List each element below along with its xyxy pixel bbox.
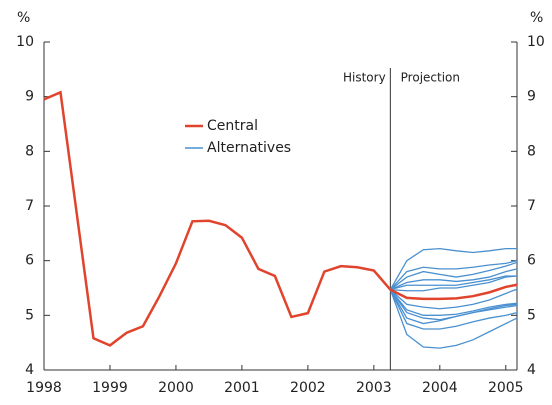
- series-line: [390, 268, 518, 291]
- y2-tick-label: 6: [527, 253, 536, 269]
- y-tick-label: 8: [25, 143, 34, 159]
- y-tick-label: 6: [25, 253, 34, 269]
- legend-label: Central: [207, 118, 258, 134]
- y-tick-label: 5: [25, 307, 34, 323]
- projection-label: Projection: [401, 71, 460, 85]
- x-tick-label: 2000: [158, 380, 194, 396]
- y2-tick-label: 7: [527, 198, 536, 214]
- x-tick-label: 1999: [92, 380, 128, 396]
- y2-tick-label: 10: [527, 34, 545, 50]
- x-tick-label: 2001: [224, 380, 260, 396]
- y-unit-right: %: [530, 10, 543, 26]
- series-line: [389, 289, 518, 330]
- series-line: [390, 275, 517, 291]
- series-line: [389, 288, 518, 310]
- history-label: History: [343, 71, 386, 85]
- series-line: [43, 90, 518, 347]
- series-line: [389, 247, 517, 290]
- x-tick-label: 2004: [422, 380, 458, 396]
- x-tick-label: 2002: [290, 380, 326, 396]
- series-line: [389, 289, 518, 349]
- y-tick-label: 4: [25, 362, 34, 378]
- y2-tick-label: 8: [527, 143, 536, 159]
- series-line: [389, 260, 518, 291]
- series-line: [389, 289, 518, 325]
- y2-tick-label: 9: [527, 89, 536, 105]
- x-tick-label: 2003: [356, 380, 392, 396]
- legend-label: Alternatives: [207, 140, 291, 156]
- y2-tick-label: 4: [527, 362, 536, 378]
- x-tick-label: 1998: [26, 380, 62, 396]
- series-line: [389, 289, 518, 316]
- x-tick-label: 2005: [488, 380, 524, 396]
- y-tick-label: 10: [16, 34, 34, 50]
- y2-tick-label: 5: [527, 307, 536, 323]
- y-unit-left: %: [17, 10, 30, 26]
- series-line: [390, 275, 518, 292]
- series-line: [389, 261, 518, 291]
- y-tick-label: 7: [25, 198, 34, 214]
- y-tick-label: 9: [25, 89, 34, 105]
